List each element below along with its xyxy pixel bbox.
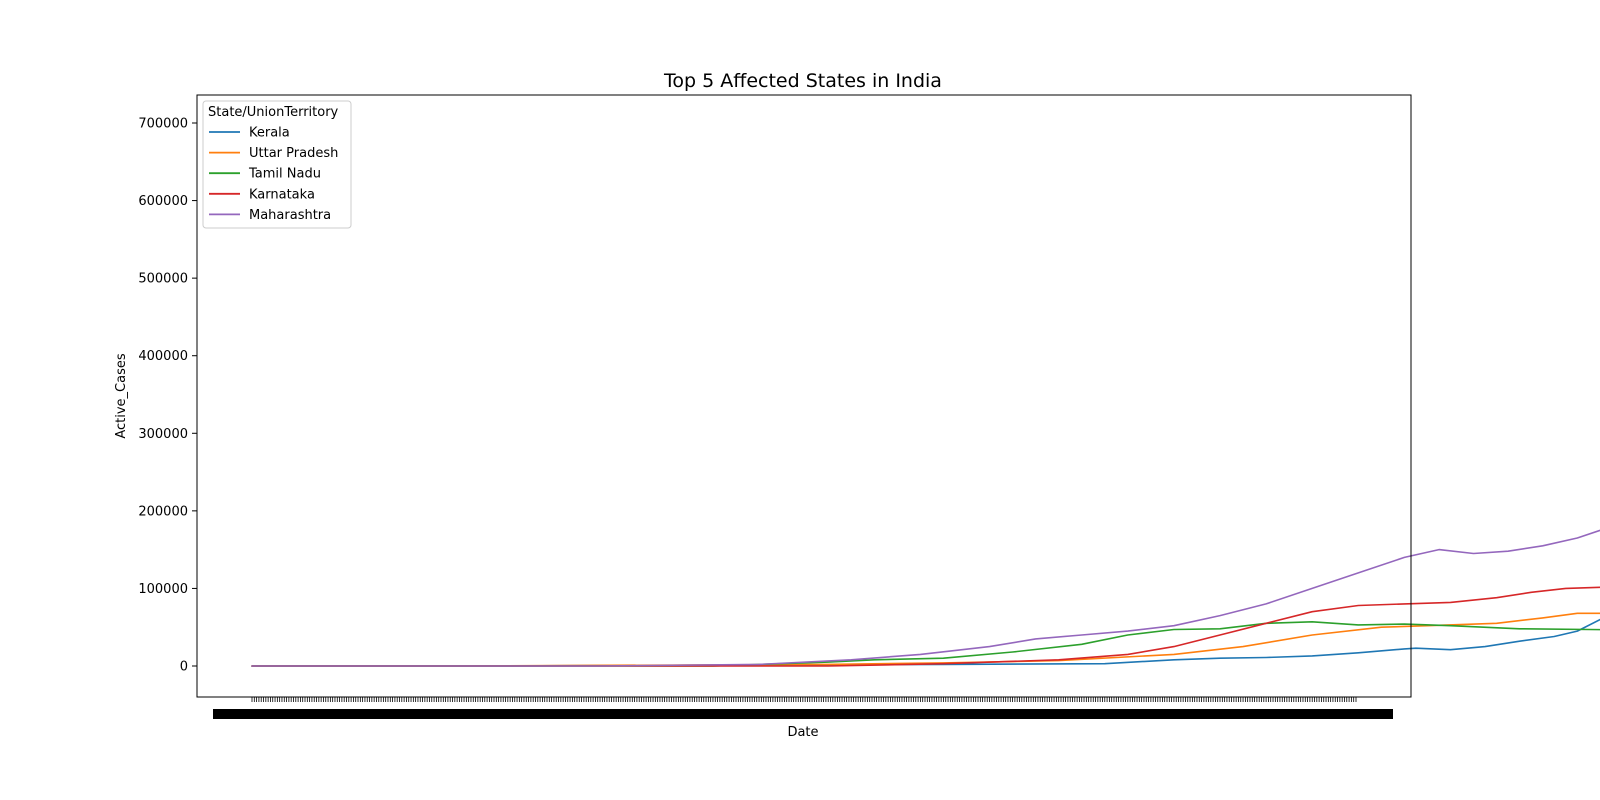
legend-label: Maharashtra [249, 208, 331, 223]
y-axis: 0 100000 200000 300000 400000 500000 600000 700… [138, 117, 197, 675]
series-line-kerala [251, 618, 1600, 667]
legend-label: Karnataka [249, 187, 315, 202]
series-line-uttar-pradesh [251, 612, 1600, 667]
series-line-karnataka [251, 586, 1600, 667]
legend-label: Tamil Nadu [248, 167, 321, 182]
chart-title: Top 5 Affected States in India [663, 70, 942, 92]
y-tick-label: 700000 [138, 117, 188, 132]
x-ticks [251, 697, 1357, 702]
series-line-maharashtra [251, 529, 1600, 667]
y-tick-label: 300000 [138, 427, 188, 442]
x-axis-label: Date [787, 725, 818, 740]
y-tick-label: 100000 [138, 582, 188, 597]
series-line-tamil-nadu [251, 620, 1600, 667]
legend-entries: Kerala Uttar Pradesh Tamil Nadu Karnataka Ma… [209, 126, 338, 223]
legend-label: Kerala [249, 126, 290, 141]
y-tick-label: 600000 [138, 194, 188, 209]
legend-label: Uttar Pradesh [249, 146, 338, 161]
legend: State/UnionTerritory Kerala Uttar Pradesh… [202, 100, 352, 229]
y-tick-label: 0 [180, 660, 188, 675]
x-axis [213, 697, 1393, 719]
legend-title: State/UnionTerritory [208, 105, 339, 120]
y-tick-label: 400000 [138, 349, 188, 364]
plot-frame [196, 94, 1412, 698]
y-tick-label: 500000 [138, 272, 188, 287]
x-tick-labels-overlap [213, 709, 1393, 719]
y-tick-label: 200000 [138, 504, 188, 519]
plot-lines [251, 529, 1600, 667]
y-axis-label: Active_Cases [114, 353, 129, 439]
